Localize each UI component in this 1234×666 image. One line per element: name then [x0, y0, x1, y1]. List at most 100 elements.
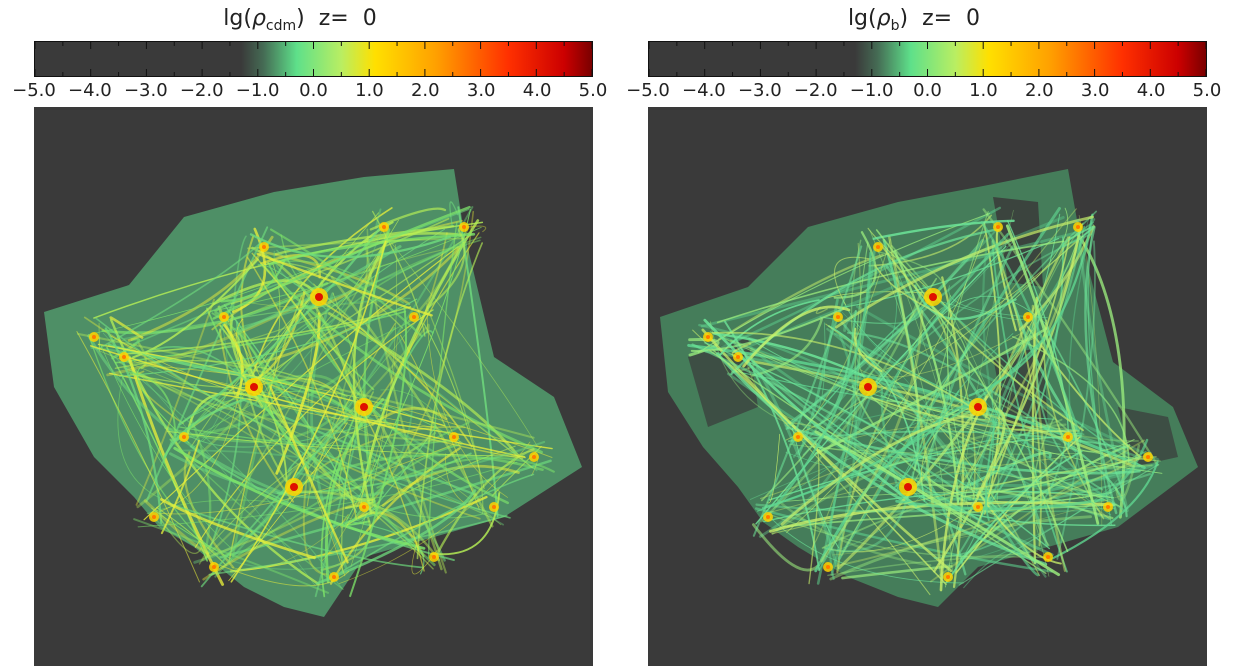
colorbar-tick-label: −2.0: [793, 80, 838, 101]
halo-core: [382, 225, 386, 229]
filament: [858, 262, 897, 385]
halo-core: [250, 383, 258, 391]
halo-core: [796, 435, 800, 439]
filament: [752, 523, 820, 572]
filament: [958, 463, 1160, 586]
filament: [206, 420, 383, 549]
filament: [106, 346, 208, 562]
colorbar-tick-label: −5.0: [626, 80, 670, 101]
filament: [218, 328, 295, 503]
filament: [1056, 240, 1096, 560]
filament: [991, 240, 1068, 573]
filament: [247, 257, 357, 520]
filament: [724, 320, 821, 571]
filament: [994, 236, 1070, 396]
halo-core: [974, 403, 982, 411]
filament: [345, 445, 516, 527]
halo-core: [92, 335, 96, 339]
colorbar-tick-label: 2.0: [1024, 80, 1054, 101]
halo-core: [362, 505, 366, 509]
filament: [787, 430, 1130, 449]
filament: [127, 235, 274, 342]
filament: [136, 399, 251, 509]
filament: [785, 237, 1080, 441]
filament: [135, 298, 215, 506]
filament: [189, 445, 455, 562]
filament: [955, 225, 1086, 559]
filament: [338, 441, 531, 585]
filament: [716, 352, 1048, 566]
panel-cdm: lg(ρcdm) z= 0 −5.0 −4.0 −3.: [0, 0, 607, 666]
filament: [426, 228, 466, 309]
halo-core: [706, 335, 710, 339]
filament: [160, 498, 316, 560]
filament: [349, 305, 408, 598]
filament: [119, 352, 425, 558]
filament: [197, 309, 435, 437]
filament: [780, 412, 976, 526]
filament: [802, 233, 1093, 456]
halo-core: [332, 575, 336, 579]
filament: [961, 455, 1142, 498]
filament: [264, 227, 384, 401]
filament: [1084, 225, 1118, 515]
filament: [982, 208, 1159, 467]
filament: [837, 237, 1060, 309]
colorbar: [34, 41, 593, 77]
halo-core: [1146, 455, 1150, 459]
filament: [1058, 425, 1135, 452]
filament: [77, 332, 535, 439]
filament: [752, 245, 863, 537]
filament: [1031, 304, 1067, 572]
colorbar-tick-label: 1.0: [969, 80, 998, 101]
filament: [875, 229, 1069, 553]
filament: [1114, 444, 1141, 502]
colorbar-tick-label: −4.0: [68, 80, 112, 101]
filament: [302, 470, 328, 576]
filament: [109, 316, 144, 339]
filament: [996, 222, 1084, 503]
filament: [982, 238, 994, 406]
filament: [958, 209, 1014, 519]
filament: [76, 331, 200, 583]
filament: [842, 300, 973, 401]
filament: [227, 244, 467, 323]
filament: [874, 265, 944, 316]
filament: [719, 299, 820, 357]
colorbar-tick-label: 0.0: [913, 80, 942, 101]
filament: [117, 374, 170, 503]
filament: [975, 389, 1112, 516]
filament: [177, 236, 482, 445]
redshift-label: z=: [318, 6, 349, 31]
filament: [955, 435, 1082, 574]
filament: [125, 306, 412, 355]
filament: [870, 396, 1080, 433]
filament: [104, 327, 163, 525]
title-subscript: cdm: [265, 18, 297, 34]
filament: [313, 283, 534, 469]
filament: [763, 490, 1115, 523]
filament: [133, 518, 330, 594]
filament: [230, 217, 450, 305]
redshift-label: z=: [922, 6, 953, 31]
filament: [123, 367, 434, 570]
halo-core: [360, 403, 368, 411]
halo-core: [1066, 435, 1070, 439]
halo-core: [1076, 225, 1080, 229]
colorbar-tick-label: 1.0: [355, 80, 384, 101]
filament: [335, 473, 535, 576]
filament: [143, 246, 459, 521]
halo-core: [946, 575, 950, 579]
filament: [767, 514, 964, 584]
filament: [760, 290, 923, 523]
filament: [975, 304, 1048, 491]
filament: [97, 243, 260, 350]
halo-core: [182, 435, 186, 439]
filament: [992, 423, 1084, 515]
filament: [755, 366, 838, 566]
filament: [860, 332, 1024, 378]
filament: [713, 332, 866, 378]
filament: [109, 372, 553, 450]
colorbar-tick-label: −1.0: [235, 80, 280, 101]
filament: [823, 508, 973, 553]
